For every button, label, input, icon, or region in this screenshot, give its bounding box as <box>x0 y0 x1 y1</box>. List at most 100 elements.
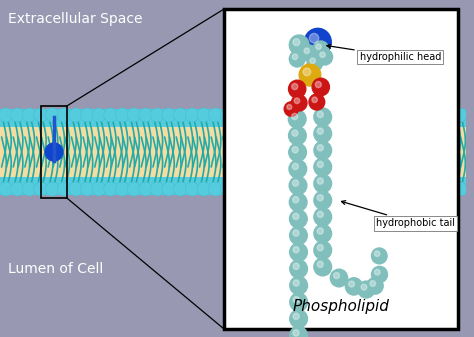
Circle shape <box>244 182 257 196</box>
Circle shape <box>288 110 306 128</box>
Circle shape <box>307 55 323 71</box>
Circle shape <box>441 108 455 122</box>
Circle shape <box>372 182 385 196</box>
Circle shape <box>81 182 94 196</box>
Circle shape <box>290 108 304 122</box>
Bar <box>41 106 67 198</box>
Circle shape <box>314 125 332 143</box>
Bar <box>224 9 458 329</box>
Circle shape <box>57 182 71 196</box>
Circle shape <box>292 163 299 170</box>
Circle shape <box>374 269 380 275</box>
Circle shape <box>22 108 36 122</box>
Circle shape <box>267 108 281 122</box>
Circle shape <box>337 182 350 196</box>
Circle shape <box>92 108 106 122</box>
Circle shape <box>317 211 323 217</box>
Circle shape <box>383 182 397 196</box>
Circle shape <box>290 310 308 328</box>
Circle shape <box>292 95 307 111</box>
Circle shape <box>284 102 298 116</box>
Circle shape <box>287 104 292 110</box>
Circle shape <box>197 108 210 122</box>
Circle shape <box>173 182 187 196</box>
Circle shape <box>314 175 332 193</box>
Circle shape <box>22 182 36 196</box>
Circle shape <box>34 108 47 122</box>
Circle shape <box>325 182 339 196</box>
Circle shape <box>104 108 118 122</box>
Circle shape <box>220 108 234 122</box>
Circle shape <box>127 182 141 196</box>
Circle shape <box>292 180 299 186</box>
Circle shape <box>317 194 323 201</box>
Circle shape <box>292 130 298 136</box>
Circle shape <box>197 182 210 196</box>
Circle shape <box>312 78 329 96</box>
Circle shape <box>314 258 332 276</box>
Circle shape <box>232 108 246 122</box>
Circle shape <box>430 182 444 196</box>
Circle shape <box>361 284 367 290</box>
Circle shape <box>293 247 299 253</box>
Circle shape <box>316 44 321 50</box>
Circle shape <box>317 161 323 167</box>
Circle shape <box>46 182 59 196</box>
Circle shape <box>232 182 246 196</box>
Circle shape <box>317 228 323 234</box>
Circle shape <box>293 330 299 336</box>
Circle shape <box>395 182 409 196</box>
Text: Extracellular Space: Extracellular Space <box>8 12 142 26</box>
Circle shape <box>292 147 298 153</box>
Circle shape <box>255 182 269 196</box>
Circle shape <box>278 108 292 122</box>
Circle shape <box>317 261 323 268</box>
Circle shape <box>115 108 129 122</box>
Text: Phospholipid: Phospholipid <box>292 300 390 314</box>
Circle shape <box>290 276 308 295</box>
Circle shape <box>290 293 308 311</box>
Circle shape <box>292 84 298 90</box>
Circle shape <box>150 182 164 196</box>
Circle shape <box>310 58 315 64</box>
Circle shape <box>325 108 339 122</box>
Circle shape <box>315 82 321 88</box>
Circle shape <box>314 158 332 176</box>
Circle shape <box>92 182 106 196</box>
Circle shape <box>115 182 129 196</box>
Circle shape <box>34 182 47 196</box>
Circle shape <box>346 278 363 295</box>
Circle shape <box>314 108 332 126</box>
Circle shape <box>10 108 24 122</box>
Circle shape <box>348 182 362 196</box>
Circle shape <box>303 68 311 76</box>
Bar <box>0 109 466 127</box>
Circle shape <box>81 108 94 122</box>
Circle shape <box>317 111 323 118</box>
Circle shape <box>418 182 432 196</box>
Circle shape <box>185 108 199 122</box>
Circle shape <box>304 28 331 56</box>
Circle shape <box>337 108 350 122</box>
Circle shape <box>320 52 325 58</box>
Circle shape <box>314 208 332 226</box>
Circle shape <box>278 182 292 196</box>
Circle shape <box>418 108 432 122</box>
Circle shape <box>304 48 310 54</box>
Circle shape <box>293 230 299 236</box>
Circle shape <box>290 182 304 196</box>
Circle shape <box>104 182 118 196</box>
Circle shape <box>407 182 420 196</box>
Circle shape <box>45 143 63 161</box>
Circle shape <box>372 266 387 282</box>
Circle shape <box>314 141 332 159</box>
Circle shape <box>173 108 187 122</box>
Circle shape <box>441 182 455 196</box>
Circle shape <box>317 245 323 251</box>
Circle shape <box>292 196 299 203</box>
Circle shape <box>299 64 321 86</box>
Circle shape <box>127 108 141 122</box>
Circle shape <box>57 108 71 122</box>
Circle shape <box>255 108 269 122</box>
Circle shape <box>313 108 327 122</box>
